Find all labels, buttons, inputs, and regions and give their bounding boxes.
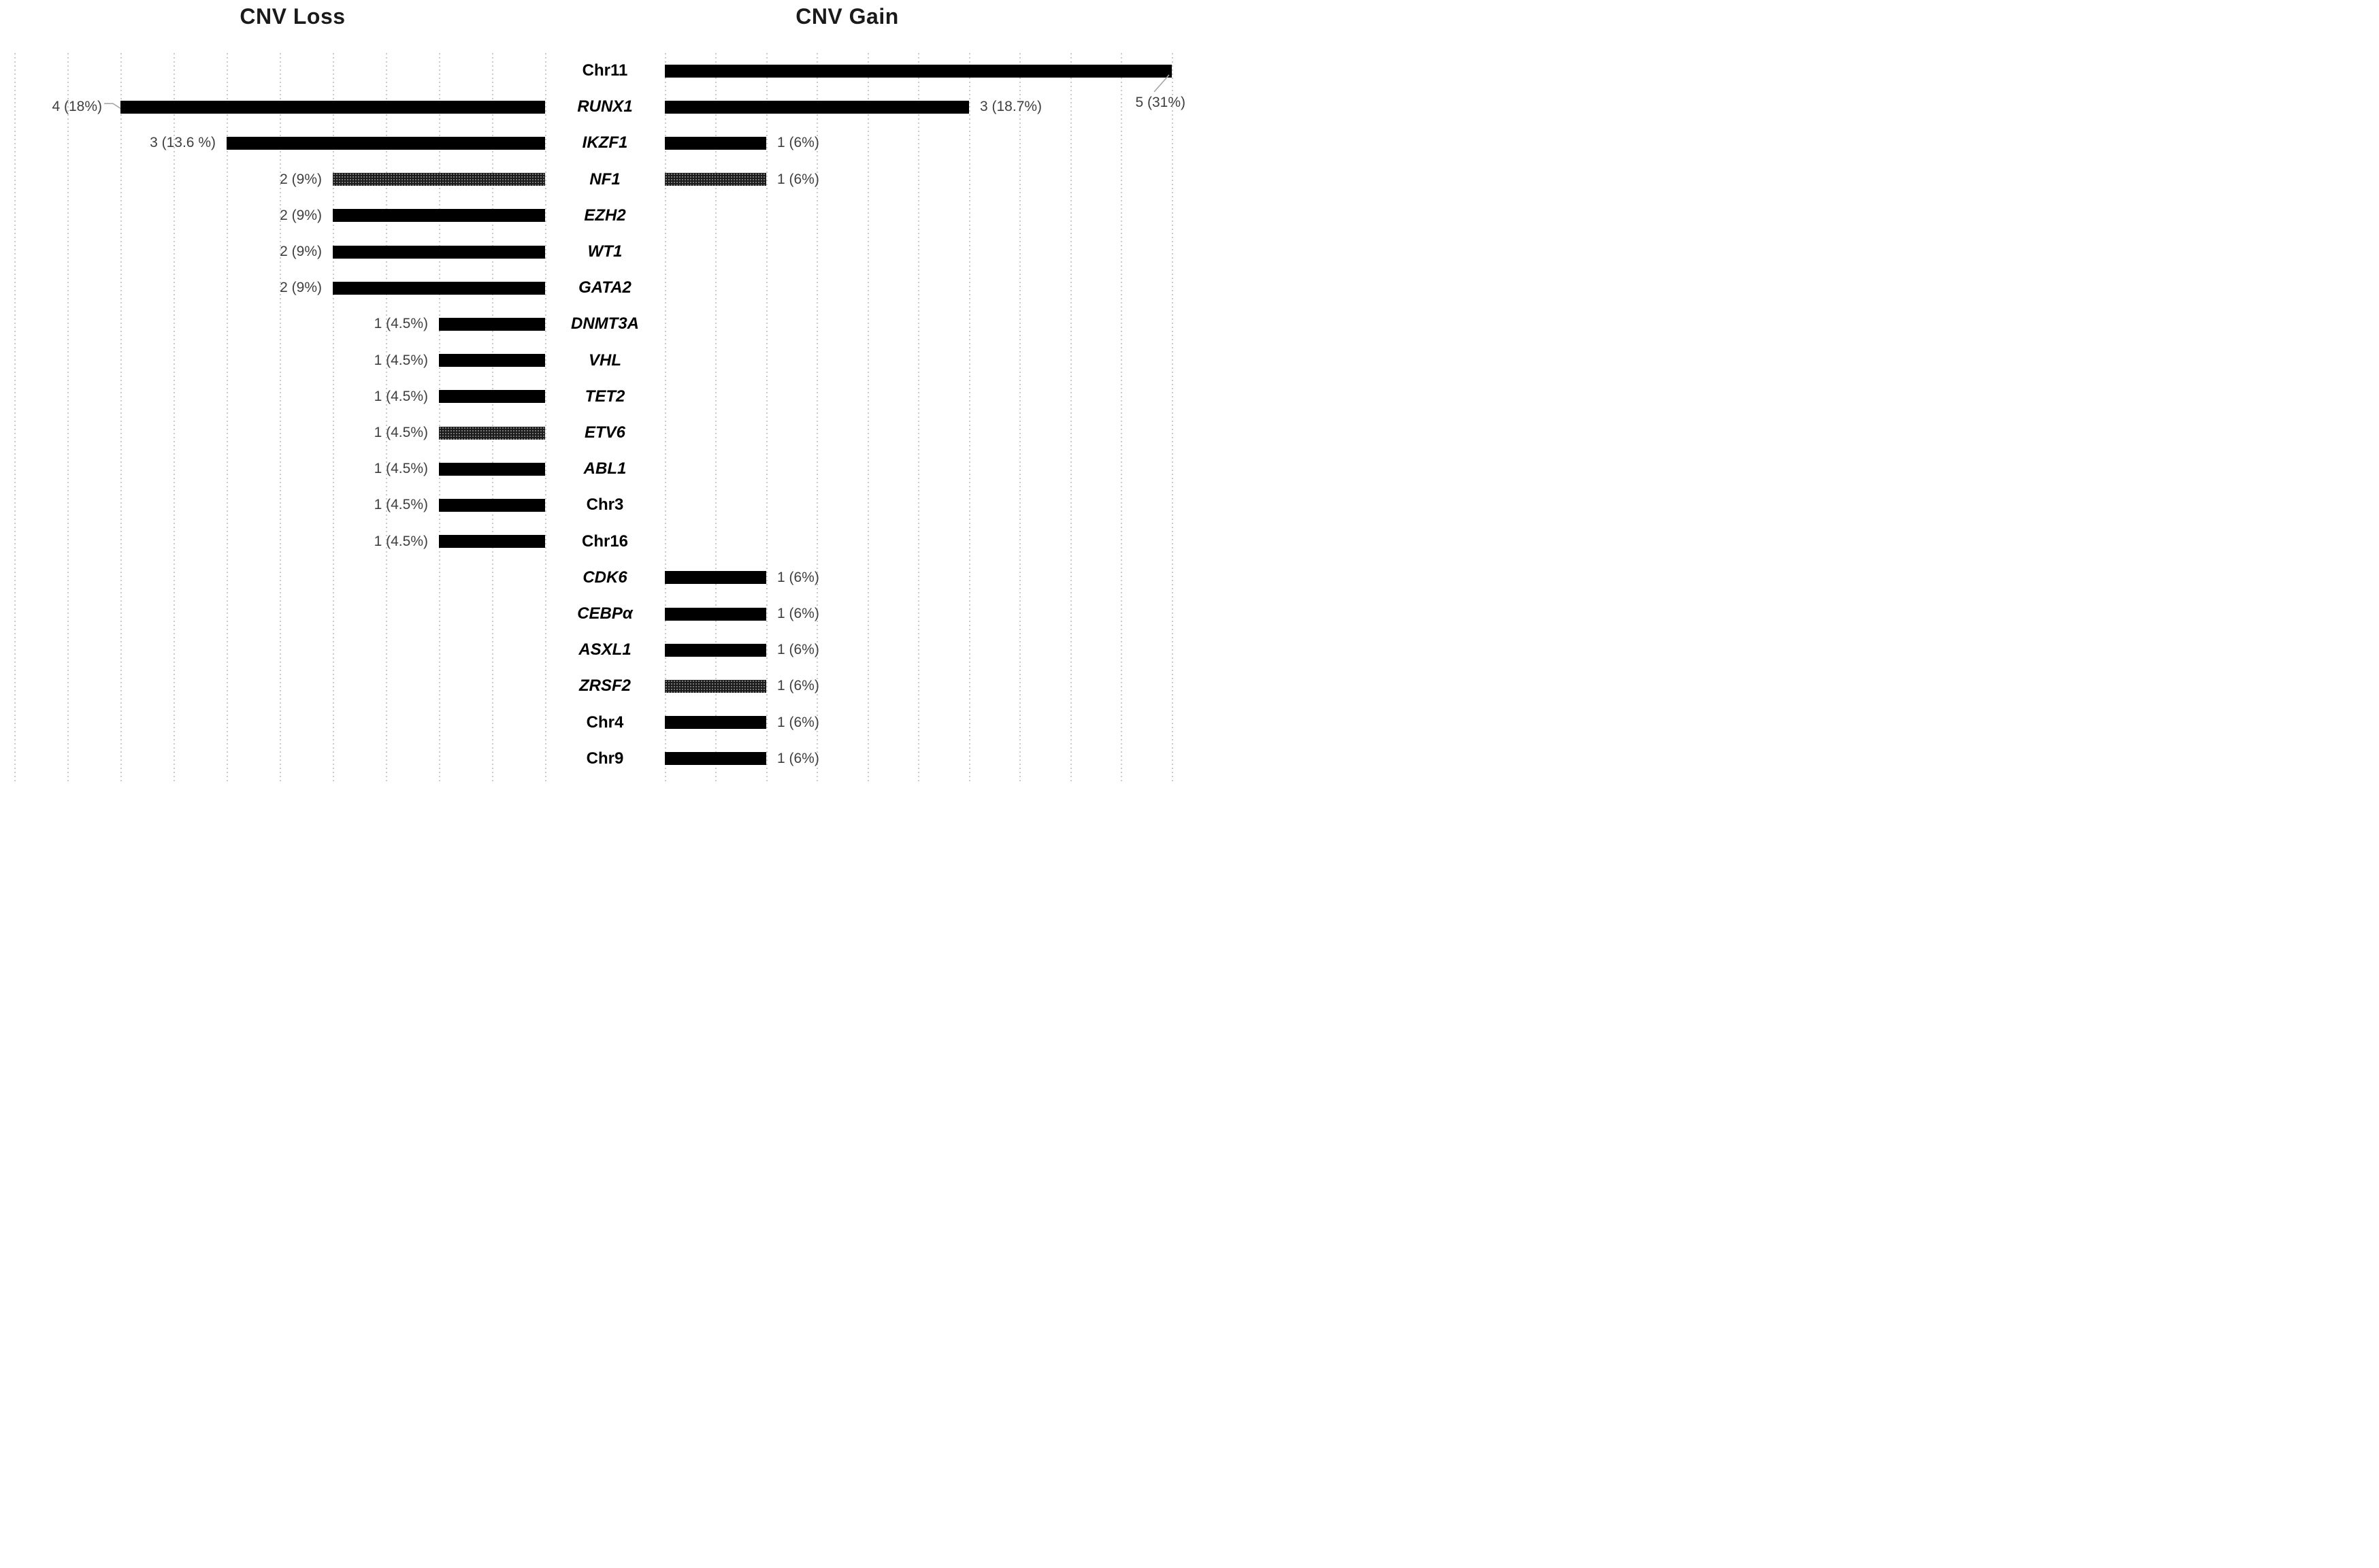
row-label-WT1: WT1 [587, 242, 623, 261]
gridline [1019, 53, 1021, 783]
value-label-loss-Chr16: 1 (4.5%) [374, 533, 428, 549]
gridline [14, 53, 16, 783]
value-label-loss-GATA2: 2 (9%) [280, 280, 322, 296]
cnv-tornado-chart: CNV Loss CNV Gain Chr11 5 (31%) RUNX1 4 (18… [0, 0, 1190, 784]
bar-loss-IKZF1 [227, 136, 545, 150]
gridline [333, 53, 334, 783]
bar-gain-CDK6 [665, 571, 766, 585]
bar-loss-VHL [439, 354, 545, 368]
gridline [439, 53, 440, 783]
cnv-gain-title: CNV Gain [795, 4, 899, 29]
value-label-loss-IKZF1: 3 (13.6 %) [150, 135, 216, 151]
row-label-TET2: TET2 [585, 387, 625, 406]
gridline [545, 53, 546, 783]
row-label-DNMT3A: DNMT3A [571, 314, 639, 333]
row-label-CEBPα: CEBPα [577, 604, 633, 623]
gridline [227, 53, 228, 783]
gridline [1171, 53, 1173, 783]
value-label-gain-CEBPα: 1 (6%) [777, 606, 819, 621]
value-label-gain-NF1: 1 (6%) [777, 171, 819, 187]
value-label-loss-WT1: 2 (9%) [280, 244, 322, 259]
row-label-ZRSF2: ZRSF2 [578, 676, 631, 696]
gridline [120, 53, 122, 783]
value-label-loss-EZH2: 2 (9%) [280, 207, 322, 223]
gridline [867, 53, 869, 783]
bar-loss-Chr16 [439, 535, 545, 549]
row-label-NF1: NF1 [589, 169, 621, 189]
row-label-IKZF1: IKZF1 [582, 133, 628, 152]
value-label-loss-ETV6: 1 (4.5%) [374, 425, 428, 440]
gridline [918, 53, 919, 783]
gridline [1070, 53, 1072, 783]
gridline [968, 53, 970, 783]
row-label-Chr3: Chr3 [586, 495, 624, 514]
value-label-loss-RUNX1: 4 (18%) [52, 99, 102, 115]
bar-loss-TET2 [439, 390, 545, 404]
bar-gain-NF1 [665, 173, 766, 186]
row-label-VHL: VHL [589, 350, 621, 370]
gridline [67, 53, 69, 783]
gridline [280, 53, 281, 783]
value-label-gain-Chr11: 5 (31%) [1135, 95, 1185, 110]
bar-loss-ETV6 [439, 426, 545, 440]
value-label-loss-ABL1: 1 (4.5%) [374, 461, 428, 477]
bar-gain-ASXL1 [665, 643, 766, 657]
value-label-gain-Chr4: 1 (6%) [777, 714, 819, 730]
value-label-loss-TET2: 1 (4.5%) [374, 388, 428, 404]
bar-loss-ABL1 [439, 462, 545, 476]
bar-loss-GATA2 [333, 281, 545, 295]
bar-gain-CEBPα [665, 607, 766, 621]
row-label-GATA2: GATA2 [578, 278, 631, 297]
gridline [664, 53, 666, 783]
leader-line-gain-Chr11 [1153, 74, 1170, 93]
bar-loss-WT1 [333, 245, 545, 259]
gridline [174, 53, 175, 783]
row-label-CDK6: CDK6 [583, 568, 627, 587]
bar-loss-NF1 [333, 173, 545, 186]
row-label-Chr4: Chr4 [586, 713, 624, 732]
bar-loss-DNMT3A [439, 317, 545, 331]
value-label-gain-ASXL1: 1 (6%) [777, 642, 819, 658]
bar-gain-IKZF1 [665, 136, 766, 150]
row-label-ETV6: ETV6 [584, 423, 626, 442]
value-label-loss-Chr3: 1 (4.5%) [374, 497, 428, 513]
gridline [817, 53, 818, 783]
gridline [766, 53, 768, 783]
value-label-gain-IKZF1: 1 (6%) [777, 135, 819, 151]
bar-loss-RUNX1 [120, 100, 545, 114]
bar-gain-ZRSF2 [665, 679, 766, 693]
row-label-Chr9: Chr9 [586, 749, 624, 768]
bar-loss-EZH2 [333, 209, 545, 223]
gridline [1121, 53, 1122, 783]
bar-gain-RUNX1 [665, 100, 969, 114]
row-label-ASXL1: ASXL1 [578, 640, 631, 659]
value-label-gain-CDK6: 1 (6%) [777, 569, 819, 585]
row-label-Chr11: Chr11 [582, 61, 628, 80]
row-label-RUNX1: RUNX1 [577, 97, 633, 116]
row-label-ABL1: ABL1 [583, 459, 627, 478]
gridline [492, 53, 493, 783]
gridline [715, 53, 717, 783]
bar-loss-Chr3 [439, 498, 545, 512]
row-label-EZH2: EZH2 [584, 206, 626, 225]
row-label-Chr16: Chr16 [581, 532, 629, 551]
value-label-loss-DNMT3A: 1 (4.5%) [374, 316, 428, 332]
value-label-loss-NF1: 2 (9%) [280, 171, 322, 187]
gridline [386, 53, 387, 783]
value-label-loss-VHL: 1 (4.5%) [374, 352, 428, 368]
value-label-gain-RUNX1: 3 (18.7%) [980, 99, 1043, 115]
leader-line-loss-RUNX1 [104, 103, 121, 109]
bar-gain-Chr9 [665, 752, 766, 766]
bar-gain-Chr11 [665, 64, 1172, 78]
value-label-gain-Chr9: 1 (6%) [777, 750, 819, 766]
value-label-gain-ZRSF2: 1 (6%) [777, 678, 819, 694]
bar-gain-Chr4 [665, 716, 766, 730]
cnv-loss-title: CNV Loss [240, 4, 346, 29]
